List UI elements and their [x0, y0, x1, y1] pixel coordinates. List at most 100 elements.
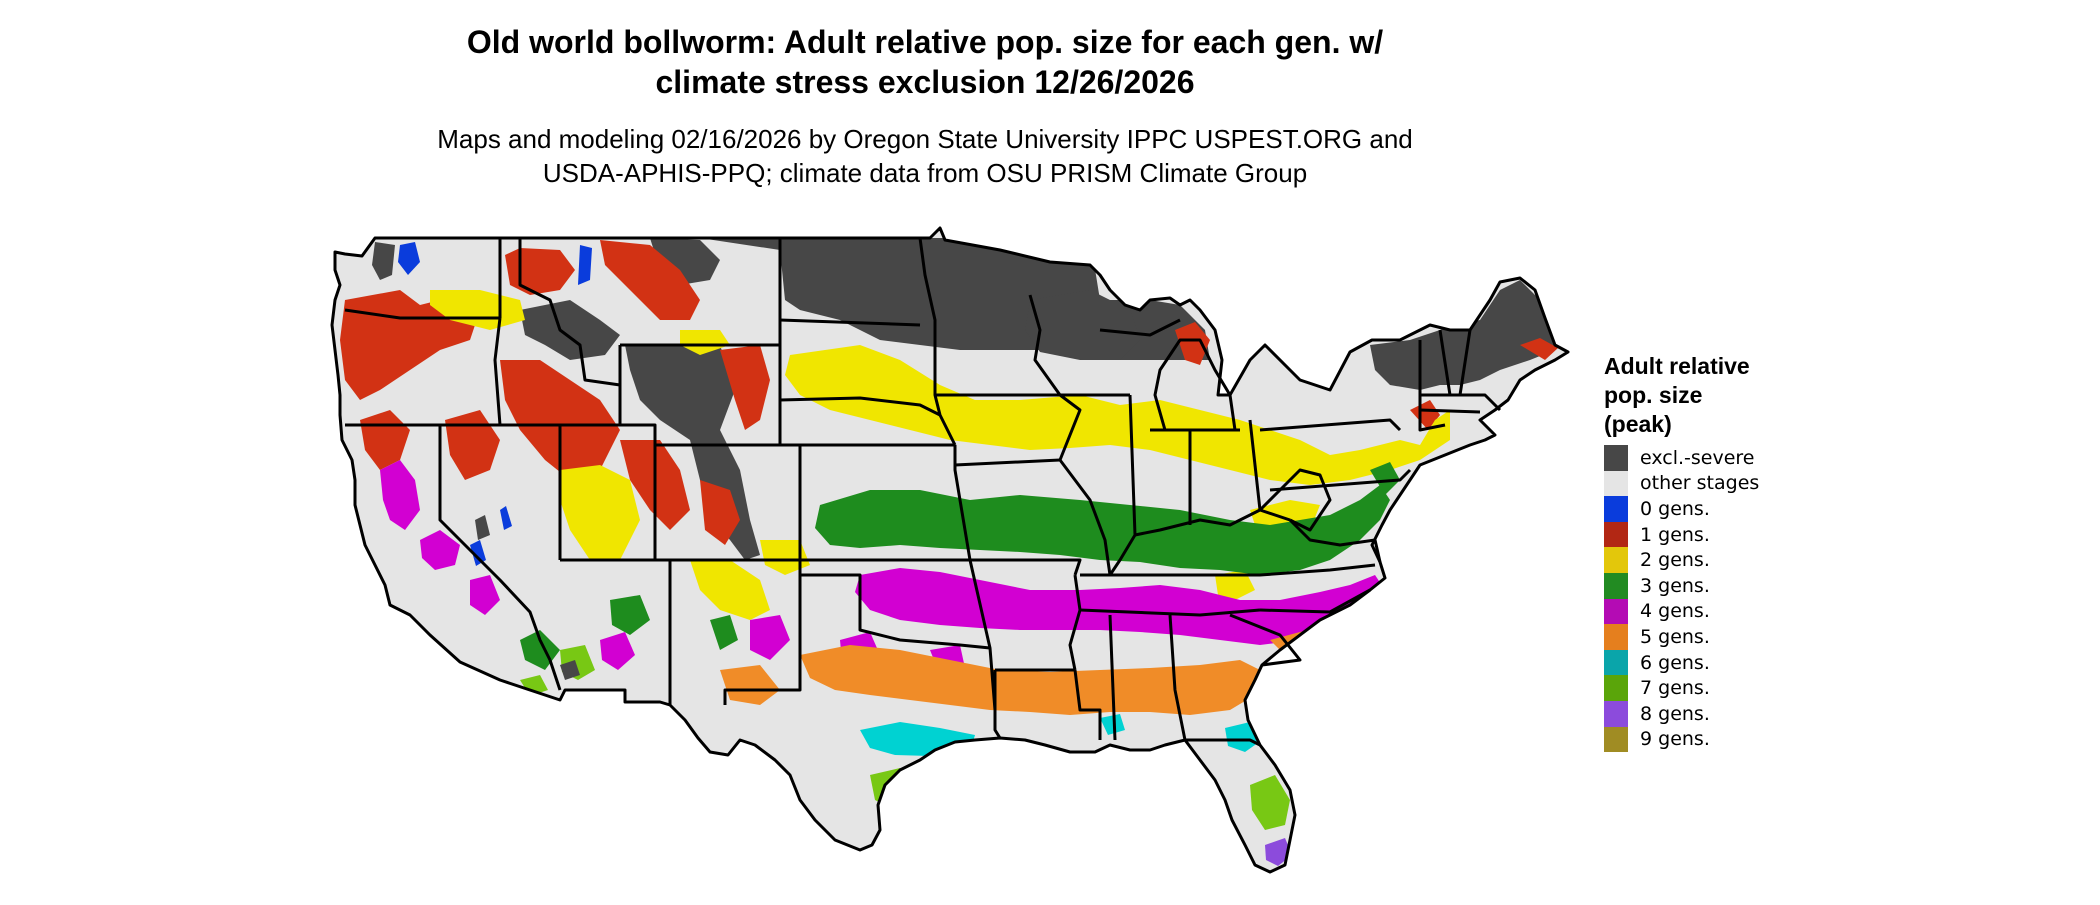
- legend-label: 0 gens.: [1640, 497, 1710, 520]
- border-ms-la: [1073, 669, 1102, 740]
- gen8-regions: [885, 832, 1292, 866]
- legend-label: 3 gens.: [1640, 574, 1710, 597]
- border-ms-al: [1108, 614, 1117, 741]
- border-ga-fl: [1185, 738, 1261, 747]
- map-title: Old world bollworm: Adult relative pop. …: [0, 22, 1850, 102]
- legend-item-2-gens: 2 gens.: [1604, 547, 1759, 573]
- border-va: [1288, 518, 1382, 563]
- legend-item-excl-severe: excl.-severe: [1604, 445, 1759, 471]
- us-map-canvas: [330, 226, 1570, 874]
- legend-label: 6 gens.: [1640, 651, 1710, 674]
- border-pa-ny: [1259, 418, 1402, 432]
- border-nm-tx: [723, 560, 802, 705]
- border-ia-mo: [954, 458, 1061, 467]
- border-oh-ky: [1134, 508, 1291, 537]
- legend-item-8-gens: 8 gens.: [1604, 700, 1759, 727]
- excluded-idaho-montana: [520, 300, 620, 360]
- border-mi-upper: [1099, 318, 1181, 337]
- legend-swatch: [1604, 649, 1628, 676]
- legend-item-9-gens: 9 gens.: [1604, 726, 1759, 753]
- legend-item-7-gens: 7 gens.: [1604, 675, 1759, 701]
- legend-label: 4 gens.: [1640, 600, 1710, 623]
- legend-item-0-gens: 0 gens.: [1604, 496, 1759, 522]
- map-subtitle-line-2: USDA-APHIS-PPQ; climate data from OSU PR…: [542, 158, 1308, 188]
- legend-label: 1 gens.: [1640, 523, 1710, 546]
- gen0-regions: [398, 242, 592, 566]
- legend-swatch: [1604, 572, 1628, 599]
- border-sd-ne: [779, 396, 941, 417]
- legend-swatch: [1604, 675, 1628, 701]
- legend-swatch: [1604, 496, 1628, 522]
- map-title-line-2: climate stress exclusion 12/26/2026: [655, 64, 1195, 100]
- legend-label: 8 gens.: [1640, 702, 1710, 725]
- border-al-ga: [1168, 614, 1187, 741]
- legend-items: excl.-severe other stages 0 gens. 1 gens…: [1604, 445, 1760, 753]
- excluded-washington-peak: [372, 242, 395, 280]
- legend-item-3-gens: 3 gens.: [1604, 572, 1759, 599]
- legend-swatch: [1604, 700, 1628, 727]
- legend: Adult relative pop. size (peak) excl.-se…: [1604, 352, 1760, 753]
- legend-item-other-stages: other stages: [1604, 470, 1760, 497]
- border-mi-lower: [1153, 338, 1237, 431]
- state-borders: [330, 226, 1570, 874]
- border-nh-me: [1458, 329, 1472, 396]
- border-ks-mo: [953, 445, 972, 561]
- legend-swatch: [1604, 521, 1628, 548]
- legend-label: 9 gens.: [1640, 728, 1710, 751]
- legend-title-line-3: (peak): [1604, 411, 1672, 437]
- border-pa-md: [1269, 468, 1412, 492]
- border-ma: [1420, 393, 1502, 412]
- border-ky-tn: [1080, 563, 1376, 577]
- legend-swatch: [1604, 624, 1628, 650]
- border-ct-ri: [1419, 408, 1481, 414]
- border-mn-wi: [1028, 294, 1062, 396]
- map-subtitle-line-1: Maps and modeling 02/16/2026 by Oregon S…: [437, 124, 1413, 154]
- legend-label: excl.-severe: [1640, 446, 1755, 469]
- legend-label: 5 gens.: [1640, 625, 1710, 648]
- border-or-id: [440, 317, 502, 427]
- border-nc-sc: [1259, 588, 1371, 614]
- legend-label: 7 gens.: [1640, 677, 1710, 700]
- legend-swatch: [1604, 445, 1628, 471]
- border-ok-tx: [800, 573, 991, 650]
- legend-label: other stages: [1640, 472, 1760, 495]
- legend-title-line-2: pop. size: [1604, 382, 1703, 408]
- legend-item-1-gens: 1 gens.: [1604, 521, 1759, 548]
- legend-item-4-gens: 4 gens.: [1604, 598, 1759, 625]
- border-az-ca: [548, 659, 562, 691]
- border-ar-east: [1068, 574, 1082, 671]
- border-sd-mn: [933, 355, 957, 446]
- map-title-line-1: Old world bollworm: Adult relative pop. …: [466, 24, 1384, 60]
- map-subtitle: Maps and modeling 02/16/2026 by Oregon S…: [0, 122, 1850, 190]
- excluded-southwest-specks: [475, 515, 580, 680]
- legend-swatch: [1604, 547, 1628, 573]
- border-la-tx: [993, 670, 1002, 739]
- legend-title-line-1: Adult relative: [1604, 353, 1750, 379]
- border-id-mt: [518, 238, 621, 387]
- excluded-wisconsin: [1025, 290, 1140, 360]
- legend-swatch: [1604, 598, 1628, 625]
- border-tn-ms: [1079, 608, 1261, 617]
- border-ca-nv: [438, 425, 552, 661]
- border-mo-ar: [970, 558, 1082, 576]
- legend-label: 2 gens.: [1640, 549, 1710, 572]
- legend-item-5-gens: 5 gens.: [1604, 624, 1759, 650]
- border-ga-sc: [1229, 613, 1302, 667]
- legend-title: Adult relative pop. size (peak): [1604, 352, 1759, 439]
- border-wa-or: [344, 308, 500, 320]
- border-ia-il: [1058, 393, 1082, 461]
- legend-swatch: [1604, 726, 1628, 753]
- legend-swatch: [1604, 470, 1628, 497]
- border-il-in: [1108, 394, 1137, 576]
- legend-item-6-gens: 6 gens.: [1604, 649, 1759, 676]
- border-ny-vt: [1418, 340, 1446, 432]
- us-map: [320, 220, 1570, 905]
- border-nd-mn: [918, 237, 937, 355]
- us-outline: [330, 226, 1570, 874]
- border-pa-oh: [1248, 419, 1262, 511]
- border-ok-ar: [968, 559, 997, 711]
- border-vt-nh: [1438, 329, 1452, 396]
- border-wy-co: [620, 423, 780, 447]
- border-nd-sd: [779, 318, 921, 327]
- excluded-northeast: [1370, 280, 1555, 390]
